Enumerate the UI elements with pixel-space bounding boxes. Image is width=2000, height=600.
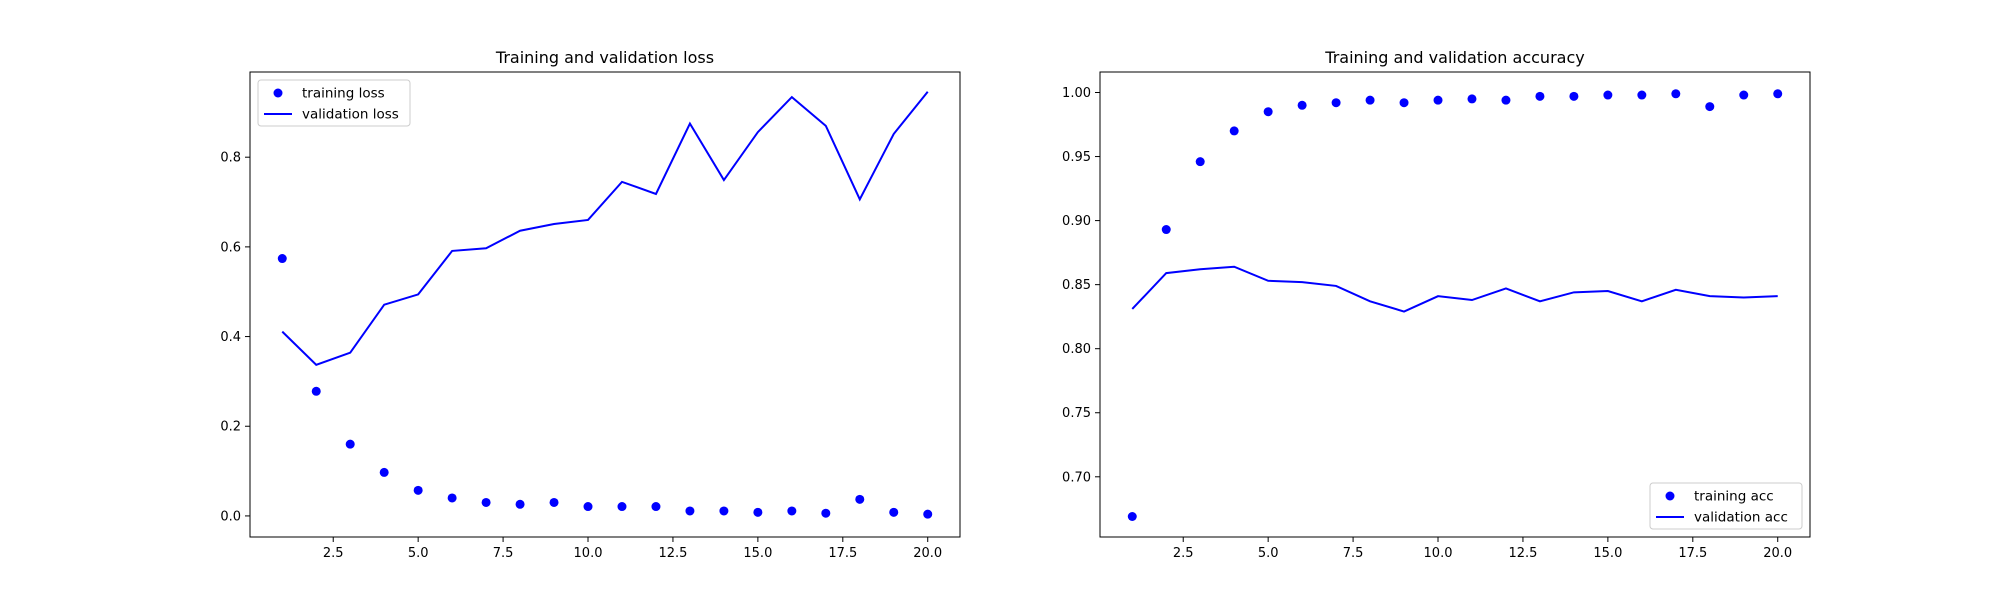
training-loss-point	[447, 493, 457, 503]
acc-x-tick-label: 10.0	[1424, 546, 1453, 561]
loss-x-tick-label: 12.5	[658, 546, 687, 561]
training-acc-point	[1161, 225, 1171, 235]
acc-x-tick-label: 15.0	[1593, 546, 1622, 561]
loss-x-tick-label: 5.0	[408, 546, 429, 561]
loss-x-tick-label: 2.5	[323, 546, 344, 561]
loss-y-tick-label: 0.0	[220, 509, 241, 524]
loss-y-tick-label: 0.2	[220, 420, 241, 435]
loss-legend: training loss validation loss	[257, 79, 411, 127]
training-loss-point	[855, 494, 865, 504]
training-loss-point	[379, 467, 389, 477]
acc-legend-frame	[1649, 482, 1803, 530]
training-loss-point	[549, 497, 559, 507]
training-acc-point	[1501, 95, 1511, 105]
training-acc-point	[1705, 102, 1715, 112]
training-loss-point	[277, 254, 287, 264]
acc-legend: training acc validation acc	[1649, 482, 1803, 530]
training-loss-point	[583, 502, 593, 512]
training-loss-point	[923, 509, 933, 519]
loss-chart: Training and validation loss 2.5 5.0 7.5 10.…	[220, 48, 961, 561]
training-acc-point	[1229, 126, 1239, 136]
training-acc-legend-swatch	[1665, 491, 1675, 501]
training-acc-point	[1365, 95, 1375, 105]
training-acc-point	[1127, 512, 1137, 522]
loss-y-tick-label: 0.4	[220, 330, 241, 345]
acc-x-tick-label: 2.5	[1173, 546, 1194, 561]
training-loss-point	[685, 506, 695, 516]
acc-chart-title: Training and validation accuracy	[1324, 48, 1584, 67]
acc-chart: Training and validation accuracy 2.5 5.0 7.…	[1062, 48, 1811, 561]
training-acc-point	[1399, 98, 1409, 108]
training-acc-point	[1467, 94, 1477, 104]
training-acc-point	[1603, 90, 1613, 100]
training-acc-point	[1569, 91, 1579, 101]
validation-loss-legend-label: validation loss	[302, 107, 399, 123]
acc-y-tick-label: 0.80	[1062, 342, 1091, 357]
acc-axes-frame	[1099, 71, 1811, 538]
training-loss-point	[515, 499, 525, 509]
validation-acc-legend-label: validation acc	[1694, 510, 1788, 526]
training-acc-point	[1297, 100, 1307, 110]
training-acc-point	[1671, 89, 1681, 99]
loss-x-tick-label: 10.0	[574, 546, 603, 561]
validation-loss-line	[281, 91, 929, 366]
loss-y-tick-label: 0.8	[220, 151, 241, 166]
training-loss-point	[719, 506, 729, 516]
loss-y-tick-label: 0.6	[220, 240, 241, 255]
training-loss-point	[651, 502, 661, 512]
training-acc-point	[1535, 91, 1545, 101]
acc-y-tick-label: 0.85	[1062, 278, 1091, 293]
loss-axes-frame	[249, 71, 961, 538]
training-acc-point	[1637, 90, 1647, 100]
validation-acc-line	[1131, 265, 1778, 313]
loss-legend-frame	[257, 79, 411, 127]
acc-x-tick-label: 5.0	[1258, 546, 1279, 561]
training-acc-point	[1773, 89, 1783, 99]
training-loss-point	[821, 508, 831, 518]
loss-x-tick-label: 15.0	[743, 546, 772, 561]
acc-y-tick-label: 0.70	[1062, 470, 1091, 485]
acc-y-tick-label: 0.90	[1062, 214, 1091, 229]
acc-x-tick-label: 17.5	[1678, 546, 1707, 561]
training-acc-point	[1331, 98, 1341, 108]
loss-x-tick-label: 17.5	[828, 546, 857, 561]
acc-y-tick-label: 1.00	[1062, 86, 1091, 101]
training-acc-point	[1739, 90, 1749, 100]
training-loss-point	[413, 485, 423, 495]
loss-x-tick-label: 7.5	[493, 546, 514, 561]
training-loss-legend-label: training loss	[302, 86, 385, 102]
training-loss-point	[311, 386, 321, 396]
loss-chart-title: Training and validation loss	[495, 48, 714, 67]
training-loss-point	[345, 439, 355, 449]
loss-x-tick-label: 20.0	[913, 546, 942, 561]
training-loss-point	[889, 507, 899, 517]
training-loss-legend-swatch	[273, 88, 283, 98]
acc-x-tick-label: 12.5	[1508, 546, 1537, 561]
acc-x-tick-label: 7.5	[1343, 546, 1364, 561]
training-acc-legend-label: training acc	[1694, 489, 1774, 505]
training-loss-point	[617, 502, 627, 512]
acc-y-tick-label: 0.95	[1062, 150, 1091, 165]
training-loss-point	[481, 497, 491, 507]
acc-y-tick-label: 0.75	[1062, 406, 1091, 421]
training-acc-point	[1263, 107, 1273, 117]
training-acc-point	[1433, 95, 1443, 105]
acc-x-tick-label: 20.0	[1763, 546, 1792, 561]
training-acc-point	[1195, 157, 1205, 167]
training-loss-point	[787, 506, 797, 516]
training-loss-point	[753, 507, 763, 517]
